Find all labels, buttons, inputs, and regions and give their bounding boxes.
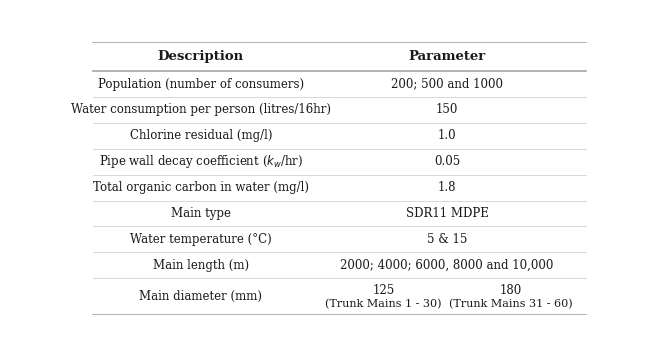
- Text: 125: 125: [372, 284, 395, 297]
- Text: Water temperature (°C): Water temperature (°C): [130, 233, 271, 246]
- Text: 180: 180: [500, 284, 522, 297]
- Text: 2000; 4000; 6000, 8000 and 10,000: 2000; 4000; 6000, 8000 and 10,000: [340, 259, 553, 272]
- Text: (Trunk Mains 1 - 30): (Trunk Mains 1 - 30): [325, 299, 442, 309]
- Text: 150: 150: [436, 103, 458, 116]
- Text: Chlorine residual (mg/l): Chlorine residual (mg/l): [130, 129, 272, 142]
- Text: 1.8: 1.8: [438, 181, 456, 194]
- Text: 5 & 15: 5 & 15: [427, 233, 467, 246]
- Text: Population (number of consumers): Population (number of consumers): [98, 78, 304, 91]
- Text: Parameter: Parameter: [408, 50, 486, 63]
- Text: 200; 500 and 1000: 200; 500 and 1000: [391, 78, 503, 91]
- Text: Main diameter (mm): Main diameter (mm): [139, 290, 262, 303]
- Text: (Trunk Mains 31 - 60): (Trunk Mains 31 - 60): [449, 299, 573, 309]
- Text: Main type: Main type: [171, 207, 231, 220]
- Text: Main length (m): Main length (m): [153, 259, 249, 272]
- Text: 0.05: 0.05: [434, 155, 460, 168]
- Text: 1.0: 1.0: [438, 129, 456, 142]
- Text: Description: Description: [158, 50, 244, 63]
- Text: Water consumption per person (litres/16hr): Water consumption per person (litres/16h…: [71, 103, 331, 116]
- Text: Pipe wall decay coefficient ($k_w$/hr): Pipe wall decay coefficient ($k_w$/hr): [99, 153, 303, 170]
- Text: Total organic carbon in water (mg/l): Total organic carbon in water (mg/l): [93, 181, 308, 194]
- Text: SDR11 MDPE: SDR11 MDPE: [406, 207, 489, 220]
